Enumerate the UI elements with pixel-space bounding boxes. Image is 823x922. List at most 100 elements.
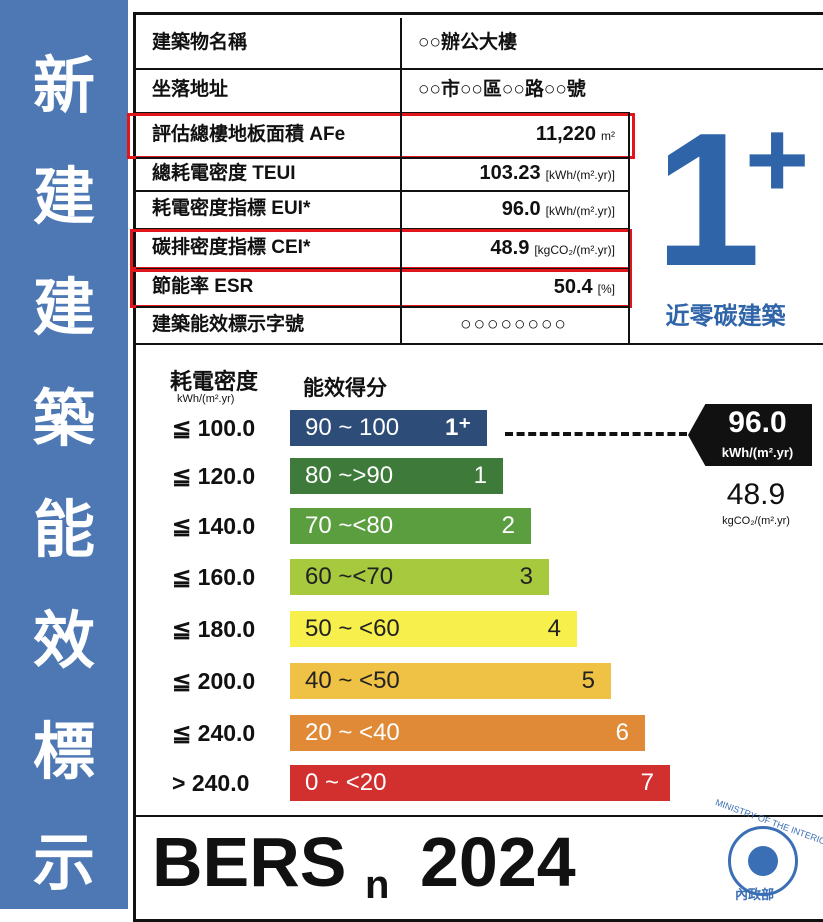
logo-core — [748, 846, 778, 876]
footer-main: BERS — [152, 823, 347, 901]
row-unit: [kgCO₂/(m².yr)] — [534, 243, 615, 257]
limit-label: ≦ 180.0 — [172, 616, 256, 642]
range-label: 40 ~ <50 — [305, 667, 400, 694]
row-unit: [%] — [597, 282, 615, 296]
grade-bar — [290, 508, 531, 544]
badge-number: 1 — [655, 94, 761, 306]
side-char: 築 — [32, 385, 95, 454]
grade-bar — [290, 559, 549, 595]
row-line — [136, 228, 628, 230]
row-line — [136, 306, 628, 308]
eui-unit: kWh/(m².yr) — [177, 393, 235, 405]
limit-label: ≦ 100.0 — [172, 415, 256, 441]
row-line — [136, 68, 823, 70]
badge-sup: + — [745, 98, 810, 221]
row-label: 總耗電密度 TEUI — [152, 163, 296, 184]
grade-bar — [290, 410, 487, 446]
carbon-unit: kgCO₂/(m².yr) — [722, 515, 790, 527]
limit-label: ≦ 160.0 — [172, 564, 256, 590]
grade-label: 1⁺ — [444, 414, 471, 441]
grade-label: 2 — [501, 512, 515, 539]
footer-year: 2024 — [420, 823, 576, 901]
logo-circle — [728, 826, 798, 896]
grade-label: 4 — [547, 615, 561, 642]
row-line — [136, 112, 628, 114]
column-line — [400, 18, 402, 343]
side-char: 示 — [32, 829, 95, 898]
row-value: ○○○○○○○○ — [460, 314, 568, 335]
row-label: 耗電密度指標 EUI* — [152, 198, 311, 219]
score-header: 能效得分 — [303, 377, 387, 400]
row-value: 96.0 — [501, 198, 541, 220]
highlight-box — [127, 113, 635, 159]
row-line — [136, 157, 628, 159]
grade-bar — [290, 663, 611, 699]
grade-label: 1 — [473, 462, 487, 489]
row-label: 評估總樓地板面積 AFe — [152, 124, 346, 145]
row-unit: [kWh/(m².yr)] — [545, 168, 615, 182]
range-label: 70 ~<80 — [305, 512, 394, 539]
row-value-wrap: 48.9 [kgCO₂/(m².yr)] — [490, 228, 615, 270]
carbon-value: 48.9 — [726, 478, 786, 511]
row-value: ○○辦公大樓 — [418, 32, 517, 53]
pointer-flag — [688, 404, 812, 466]
row-value: 103.23 — [479, 162, 541, 184]
limit-label: ≦ 120.0 — [172, 463, 256, 489]
side-char: 新 — [32, 52, 95, 121]
row-value: 11,220 — [535, 123, 596, 145]
side-char: 標 — [32, 718, 95, 787]
range-label: 20 ~ <40 — [305, 719, 400, 746]
pointer-dash — [505, 432, 687, 436]
row-value-wrap: 11,220 m² — [536, 112, 615, 159]
row-value: ○○市○○區○○路○○號 — [418, 79, 586, 100]
panel-line — [628, 112, 630, 343]
grade-label: 6 — [615, 719, 629, 746]
row-label: 坐落地址 — [152, 79, 229, 100]
row-label: 建築物名稱 — [152, 32, 248, 53]
side-strip — [0, 0, 128, 909]
footer-line — [136, 815, 823, 817]
row-line — [136, 190, 628, 192]
eui-header: 耗電密度 — [170, 369, 259, 394]
grade-label: 5 — [581, 667, 595, 694]
side-char: 能 — [32, 496, 95, 565]
range-label: 50 ~ <60 — [305, 615, 400, 642]
row-value-wrap: 96.0 [kWh/(m².yr)] — [502, 190, 615, 230]
logo-name: 內政部 — [735, 887, 775, 902]
highlight-box — [130, 269, 632, 308]
limit-label: > 240.0 — [172, 770, 250, 796]
row-label: 節能率 ESR — [152, 276, 254, 297]
badge-caption: 近零碳建築 — [665, 303, 786, 330]
row-value: 48.9 — [490, 237, 530, 259]
grade-bar — [290, 611, 577, 647]
side-char: 建 — [32, 163, 95, 232]
range-label: 0 ~ <20 — [305, 769, 387, 796]
range-label: 60 ~<70 — [305, 563, 394, 590]
row-unit: [kWh/(m².yr)] — [545, 204, 615, 218]
grade-bar — [290, 458, 503, 494]
grade-bar — [290, 715, 645, 751]
grade-label: 7 — [640, 769, 654, 796]
pointer-value: 96.0 — [728, 406, 787, 439]
grade-label: 3 — [519, 563, 533, 590]
section-line — [136, 343, 823, 345]
range-label: 80 ~>90 — [305, 462, 394, 489]
pointer-unit: kWh/(m².yr) — [721, 445, 794, 460]
row-value: 50.4 — [553, 276, 593, 298]
range-label: 90 ~ 100 — [305, 414, 400, 441]
highlight-box — [130, 229, 632, 270]
footer-sub: n — [365, 863, 390, 907]
row-value-wrap: 50.4 [%] — [554, 268, 615, 308]
row-label: 碳排密度指標 CEI* — [152, 237, 311, 258]
row-label: 建築能效標示字號 — [152, 314, 305, 335]
row-unit: m² — [601, 129, 615, 143]
limit-label: ≦ 140.0 — [172, 513, 256, 539]
limit-label: ≦ 200.0 — [172, 668, 256, 694]
grade-bar — [290, 765, 670, 801]
side-char: 建 — [32, 274, 95, 343]
limit-label: ≦ 240.0 — [172, 720, 256, 746]
row-line — [136, 268, 628, 270]
side-char: 效 — [32, 607, 95, 676]
row-value-wrap: 103.23 [kWh/(m².yr)] — [480, 157, 616, 192]
